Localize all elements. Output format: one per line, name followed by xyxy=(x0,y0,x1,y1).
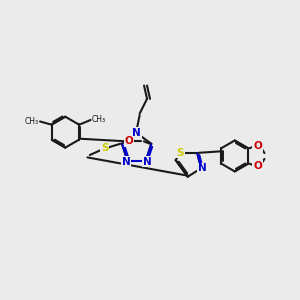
Text: N: N xyxy=(132,128,141,138)
Text: CH₃: CH₃ xyxy=(24,117,38,126)
Text: O: O xyxy=(253,161,262,171)
Text: S: S xyxy=(176,148,184,158)
Text: O: O xyxy=(125,136,134,146)
Text: N: N xyxy=(198,164,207,173)
Text: N: N xyxy=(143,157,152,166)
Text: S: S xyxy=(101,143,108,153)
Text: O: O xyxy=(253,141,262,151)
Text: N: N xyxy=(122,157,130,166)
Text: CH₃: CH₃ xyxy=(92,116,106,124)
